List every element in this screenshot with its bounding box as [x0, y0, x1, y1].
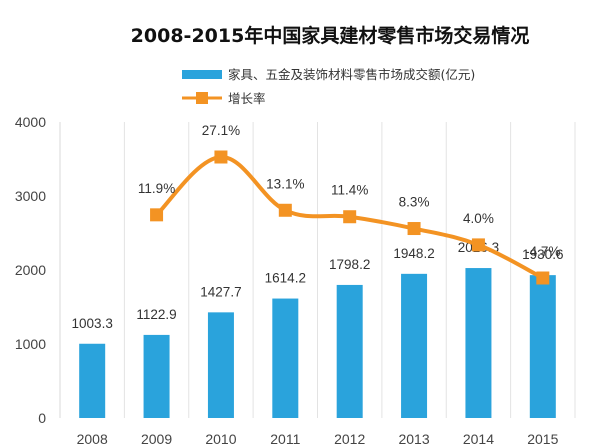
legend-bar-label: 家具、五金及装饰材料零售市场成交额(亿元): [228, 67, 475, 82]
rate-marker: [536, 271, 550, 285]
rate-marker: [150, 208, 164, 222]
bar: [207, 312, 234, 418]
bar-value-label: 1798.2: [329, 257, 370, 272]
y-tick-label: 0: [38, 410, 46, 426]
bar-value-label: 1427.7: [200, 284, 241, 299]
grid-lines: [59, 122, 576, 418]
x-tick-label: 2008: [77, 431, 108, 447]
legend: 家具、五金及装饰材料零售市场成交额(亿元) 增长率: [182, 67, 475, 106]
rate-value-label: 11.4%: [331, 183, 368, 198]
bar-labels: 1003.31122.91427.71614.21798.21948.22026…: [72, 240, 564, 331]
x-tick-label: 2010: [205, 431, 236, 447]
bar: [143, 334, 170, 418]
x-tick-label: 2015: [527, 431, 558, 447]
bar: [336, 284, 363, 418]
y-axis-ticks: 0 1000 2000 3000 4000: [15, 114, 46, 426]
bar: [272, 298, 299, 418]
bar-value-label: 1614.2: [265, 271, 306, 286]
x-tick-label: 2012: [334, 431, 365, 447]
growth-rate-markers: [150, 150, 550, 285]
rate-marker: [471, 238, 485, 252]
rate-marker: [278, 203, 292, 217]
y-tick-label: 4000: [15, 114, 46, 130]
y-tick-label: 1000: [15, 336, 46, 352]
x-tick-label: 2014: [463, 431, 494, 447]
chart-title: 2008-2015年中国家具建材零售市场交易情况: [131, 24, 530, 47]
bar: [79, 343, 106, 418]
rate-value-label: 27.1%: [202, 123, 240, 138]
x-tick-label: 2009: [141, 431, 172, 447]
bar-value-label: 1948.2: [393, 246, 434, 261]
bar-value-label: 1930.6: [522, 247, 563, 262]
bar: [465, 268, 492, 418]
rate-value-label: 13.1%: [266, 176, 304, 191]
rate-value-label: 4.0%: [463, 211, 494, 226]
rate-marker: [407, 222, 421, 236]
x-tick-label: 2011: [270, 431, 300, 447]
bar-value-label: 1003.3: [72, 316, 113, 331]
bar-value-label: 1122.9: [136, 307, 176, 322]
bar: [529, 275, 556, 418]
x-axis-ticks: 2008 2009 2010 2011 2012 2013 2014 2015: [77, 431, 559, 447]
bar: [401, 273, 428, 418]
rate-marker: [343, 210, 357, 224]
x-tick-label: 2013: [398, 431, 429, 447]
y-tick-label: 2000: [15, 262, 46, 278]
bars: [79, 268, 556, 418]
growth-rate-labels: 11.9% 27.1% 13.1% 11.4% 8.3% 4.0% -4.7%: [138, 123, 561, 259]
rate-marker: [214, 150, 228, 164]
legend-bar-swatch: [182, 70, 222, 79]
legend-line-marker: [196, 92, 208, 104]
y-tick-label: 3000: [15, 188, 46, 204]
rate-value-label: -4.7%: [525, 244, 560, 259]
rate-value-label: 11.9%: [138, 181, 175, 196]
legend-line-label: 增长率: [228, 91, 266, 106]
rate-value-label: 8.3%: [399, 195, 430, 210]
